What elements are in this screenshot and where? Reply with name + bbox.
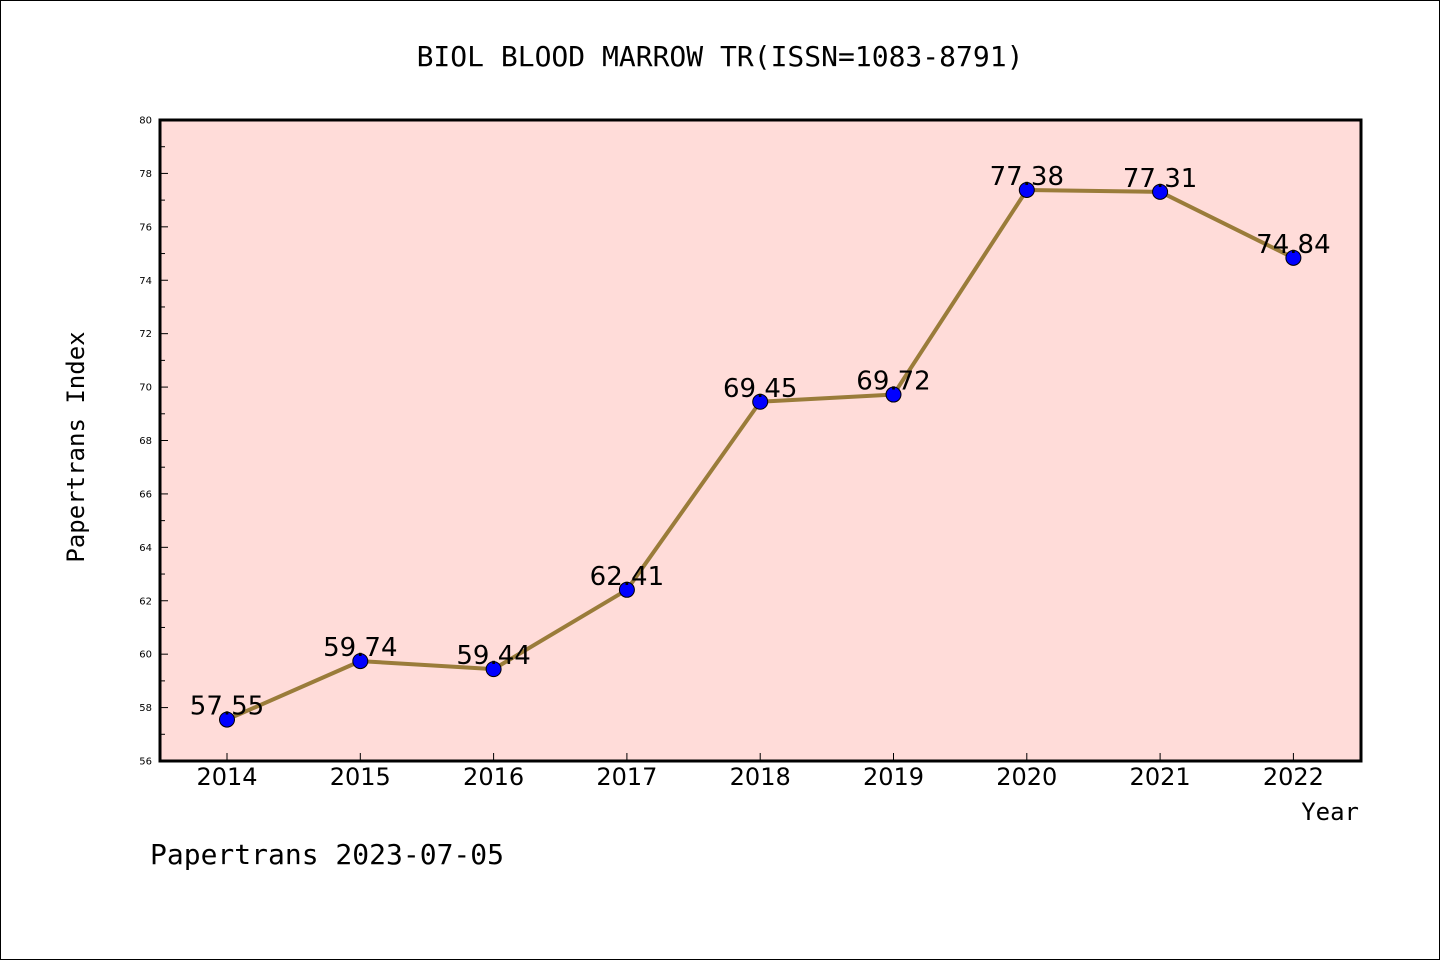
- data-label: 59.44: [456, 641, 530, 671]
- data-label: 69.72: [856, 367, 930, 397]
- x-tick-label: 2018: [730, 763, 791, 791]
- y-tick-label: 60: [139, 650, 152, 661]
- x-tick-label: 2020: [996, 763, 1057, 791]
- data-point: [618, 581, 635, 598]
- data-point: [752, 393, 769, 410]
- y-tick-label: 68: [139, 436, 152, 447]
- y-tick-label: 78: [139, 169, 152, 180]
- x-tick-label: 2016: [463, 763, 524, 791]
- x-tick-label: 2015: [330, 763, 391, 791]
- data-point: [219, 711, 235, 728]
- y-tick-label: 72: [139, 329, 152, 340]
- y-tick-label: 76: [139, 222, 152, 233]
- data-label: 57.55: [190, 692, 264, 722]
- plot-border: [158, 118, 1363, 763]
- plot-area: [160, 120, 1361, 761]
- data-label: 62.41: [590, 562, 664, 592]
- data-label: 77.31: [1123, 164, 1197, 194]
- y-tick-label: 62: [139, 596, 152, 607]
- data-point: [1285, 249, 1302, 266]
- x-tick-label: 2021: [1130, 763, 1191, 791]
- chart-title: BIOL BLOOD MARROW TR(ISSN=1083-8791): [417, 40, 1024, 73]
- data-point: [485, 661, 502, 678]
- y-tick-label: 58: [139, 703, 152, 714]
- data-label: 59.74: [323, 633, 397, 663]
- y-tick-label: 74: [139, 276, 152, 287]
- data-label: 77.38: [990, 162, 1064, 192]
- data-label: 69.45: [723, 374, 797, 404]
- data-point: [885, 386, 902, 403]
- x-tick-label: 2022: [1263, 763, 1324, 791]
- x-axis-ticks: 2014 2015 2016 2017 2018 2019 2020 2021 2022: [196, 753, 1324, 791]
- y-tick-label: 70: [139, 383, 152, 394]
- y-tick-label: 66: [139, 489, 152, 500]
- x-tick-label: 2017: [596, 763, 657, 791]
- y-axis-label: Papertrans Index: [62, 331, 90, 562]
- data-point: [1152, 183, 1169, 200]
- data-label: 74.84: [1256, 230, 1330, 260]
- footer-text: Papertrans 2023-07-05: [150, 838, 504, 871]
- series-layer: 57.55 59.74 59.44 62.41 69.45 69.72 77.38 77.31…: [190, 162, 1331, 728]
- x-axis-label: Year: [1301, 798, 1359, 826]
- x-tick-label: 2019: [863, 763, 924, 791]
- data-point: [1018, 181, 1035, 198]
- y-tick-label: 56: [139, 757, 152, 768]
- x-tick-label: 2014: [196, 763, 257, 791]
- y-tick-label: 64: [139, 543, 152, 554]
- data-point: [352, 653, 369, 670]
- y-tick-label: 80: [139, 116, 152, 127]
